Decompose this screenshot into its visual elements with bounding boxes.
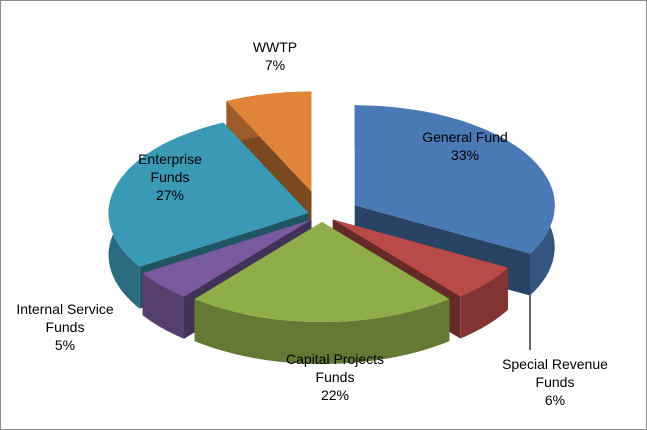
slice xyxy=(108,122,309,267)
slice xyxy=(226,91,312,192)
data-label: WWTP 7% xyxy=(230,38,320,74)
data-label: Capital Projects Funds 22% xyxy=(270,350,400,404)
value-label: 22% xyxy=(320,387,350,403)
slice xyxy=(194,222,450,322)
slice xyxy=(332,219,508,297)
data-label: Internal Service Funds 5% xyxy=(10,300,120,354)
category-label: WWTP xyxy=(252,39,298,55)
data-label: Enterprise Funds 27% xyxy=(125,150,215,204)
value-label: 33% xyxy=(450,147,480,163)
value-label: 27% xyxy=(155,187,185,203)
slice-side xyxy=(460,267,508,339)
category-label: Special Revenue Funds xyxy=(502,356,608,390)
value-label: 5% xyxy=(54,337,76,353)
slice xyxy=(354,105,555,254)
value-label: 6% xyxy=(544,392,566,408)
category-label: General Fund xyxy=(422,129,508,145)
category-label: Capital Projects Funds xyxy=(285,351,385,385)
value-label: 7% xyxy=(264,57,286,73)
data-label: Special Revenue Funds 6% xyxy=(500,355,610,409)
data-label: General Fund 33% xyxy=(400,128,530,164)
slice xyxy=(142,219,312,297)
slice-side xyxy=(142,273,184,339)
category-label: Internal Service Funds xyxy=(16,301,114,335)
slice-side xyxy=(194,299,450,364)
category-label: Enterprise Funds xyxy=(138,151,202,185)
